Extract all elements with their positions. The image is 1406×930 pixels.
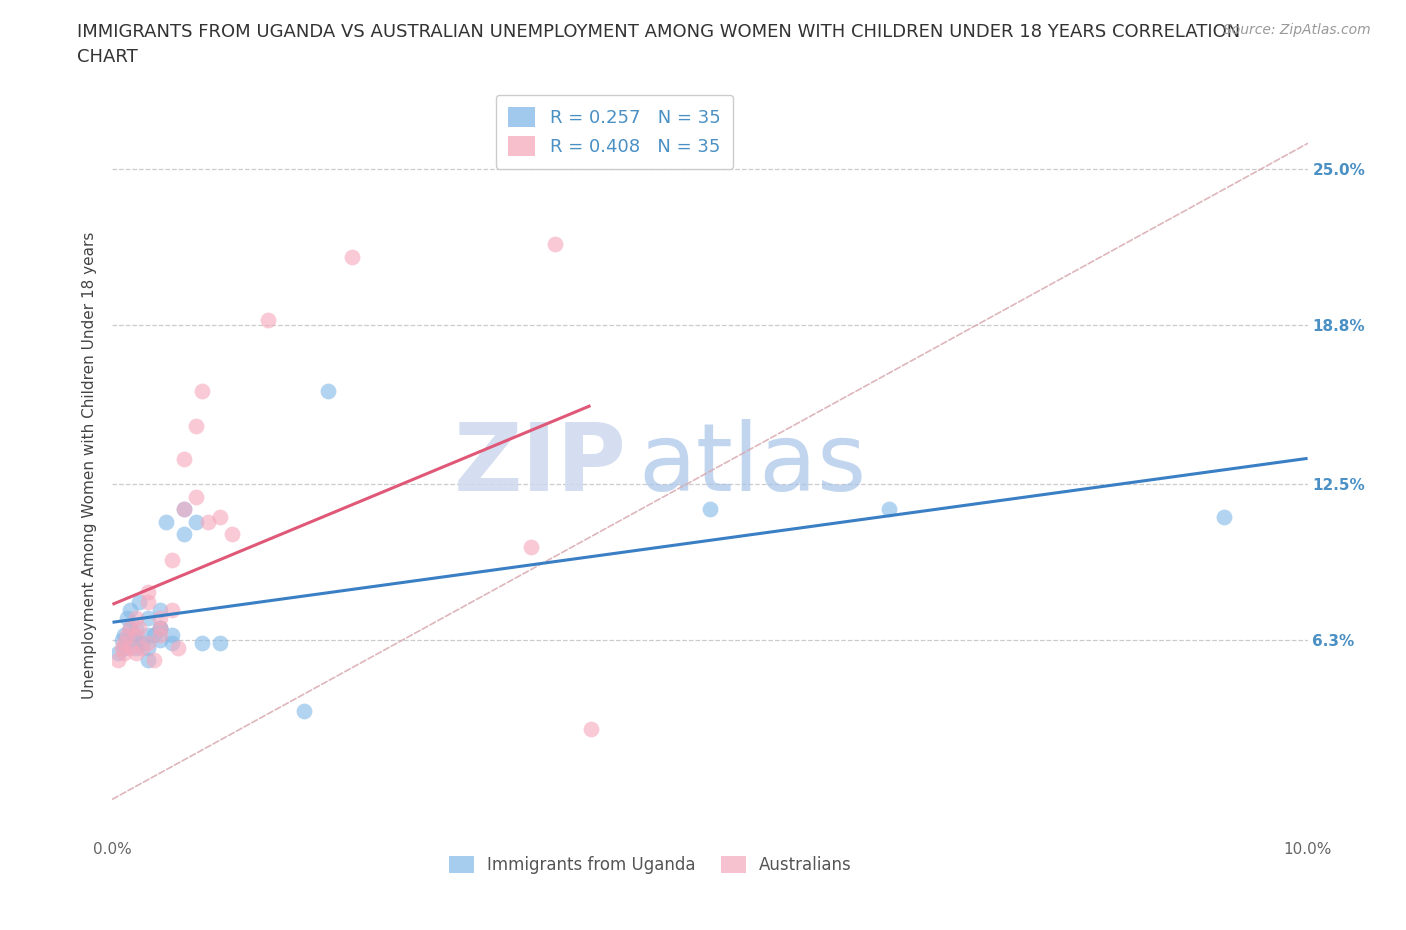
Point: [138, 628, 160, 643]
Point: [186, 418, 208, 433]
Point: [292, 703, 315, 718]
Point: [149, 620, 172, 635]
Point: [138, 585, 160, 600]
Point: [111, 641, 134, 656]
Point: [143, 628, 166, 643]
Point: [107, 645, 129, 660]
Legend: Immigrants from Uganda, Australians: Immigrants from Uganda, Australians: [441, 849, 859, 881]
Point: [138, 641, 160, 656]
Point: [197, 514, 219, 529]
Point: [162, 628, 183, 643]
Point: [122, 628, 145, 643]
Point: [221, 527, 243, 542]
Point: [149, 628, 172, 643]
Point: [143, 653, 166, 668]
Point: [173, 501, 195, 516]
Point: [149, 632, 172, 647]
Point: [316, 383, 339, 398]
Point: [149, 603, 172, 618]
Point: [138, 595, 160, 610]
Point: [173, 527, 195, 542]
Point: [125, 645, 148, 660]
Y-axis label: Unemployment Among Women with Children Under 18 years: Unemployment Among Women with Children U…: [82, 232, 97, 698]
Point: [149, 620, 172, 635]
Point: [125, 620, 148, 635]
Point: [114, 645, 135, 660]
Point: [138, 635, 160, 650]
Point: [340, 249, 363, 264]
Point: [191, 383, 214, 398]
Text: CHART: CHART: [77, 48, 138, 66]
Point: [186, 489, 208, 504]
Point: [173, 501, 195, 516]
Point: [173, 451, 195, 466]
Point: [699, 501, 721, 516]
Point: [107, 653, 129, 668]
Point: [115, 628, 138, 643]
Point: [520, 539, 543, 554]
Point: [209, 635, 232, 650]
Point: [111, 632, 134, 647]
Text: Source: ZipAtlas.com: Source: ZipAtlas.com: [1223, 23, 1371, 37]
Point: [128, 620, 150, 635]
Point: [120, 620, 142, 635]
Point: [138, 653, 160, 668]
Point: [120, 641, 142, 656]
Point: [125, 632, 148, 647]
Point: [114, 635, 135, 650]
Point: [125, 641, 148, 656]
Text: ZIP: ZIP: [454, 419, 627, 511]
Point: [120, 603, 142, 618]
Point: [162, 603, 183, 618]
Point: [149, 620, 172, 635]
Point: [579, 721, 602, 736]
Text: IMMIGRANTS FROM UGANDA VS AUSTRALIAN UNEMPLOYMENT AMONG WOMEN WITH CHILDREN UNDE: IMMIGRANTS FROM UGANDA VS AUSTRALIAN UNE…: [77, 23, 1240, 41]
Point: [128, 595, 150, 610]
Point: [191, 635, 214, 650]
Point: [1213, 510, 1236, 525]
Point: [125, 628, 148, 643]
Point: [162, 552, 183, 567]
Point: [131, 641, 153, 656]
Point: [257, 312, 280, 327]
Point: [125, 610, 148, 625]
Point: [167, 641, 190, 656]
Text: atlas: atlas: [638, 419, 866, 511]
Point: [209, 510, 232, 525]
Point: [543, 237, 565, 252]
Point: [115, 610, 138, 625]
Point: [131, 635, 153, 650]
Point: [114, 641, 135, 656]
Point: [138, 610, 160, 625]
Point: [120, 620, 142, 635]
Point: [879, 501, 901, 516]
Point: [162, 635, 183, 650]
Point: [149, 610, 172, 625]
Point: [114, 628, 135, 643]
Point: [155, 514, 177, 529]
Point: [186, 514, 208, 529]
